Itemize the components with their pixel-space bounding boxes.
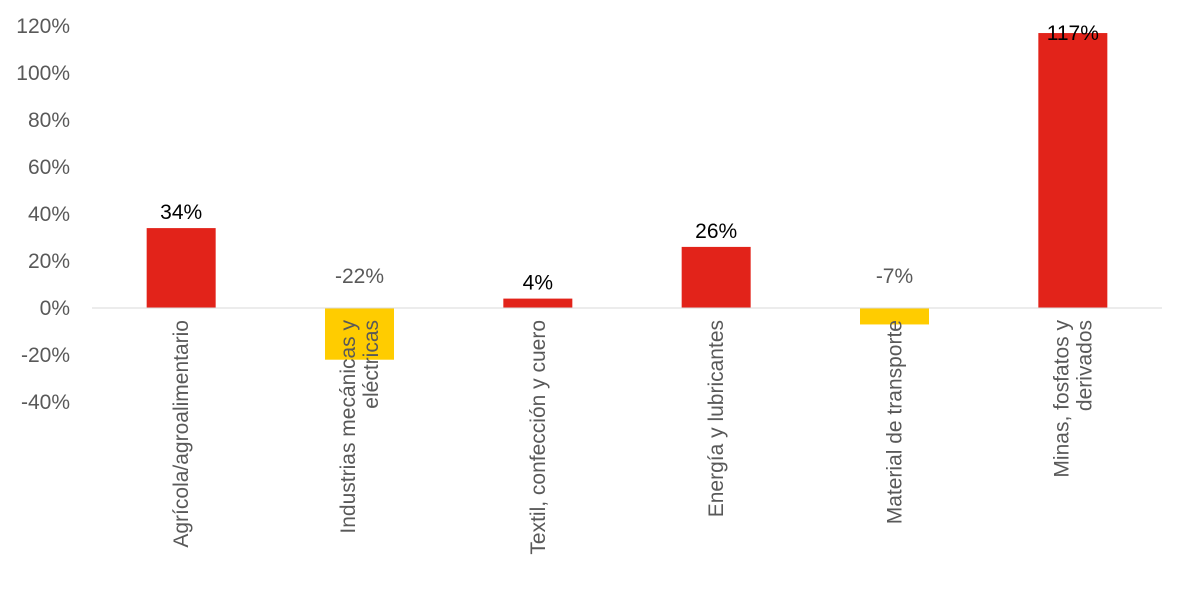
bar <box>681 246 751 308</box>
x-tick-label: Minas, fosfatos y derivados <box>1050 320 1096 478</box>
x-tick-label-line: Industrias mecánicas y <box>337 320 360 534</box>
y-tick-label: 60% <box>28 156 70 179</box>
bars <box>146 33 1108 360</box>
data-label: 117% <box>1047 22 1099 45</box>
y-tick-label: 80% <box>28 109 70 132</box>
y-tick-label: 0% <box>40 297 70 320</box>
x-tick-label-line: Agrícola/agroalimentario <box>170 320 193 548</box>
data-label: 26% <box>695 220 737 243</box>
y-tick-label: 20% <box>28 250 70 273</box>
x-axis: Agrícola/agroalimentario Industrias mecán… <box>170 320 1096 555</box>
data-label: 4% <box>523 272 553 295</box>
x-tick-label: Industrias mecánicas y eléctricas <box>337 320 383 534</box>
x-tick-label: Energía y lubricantes <box>705 320 728 517</box>
x-tick-label-line: derivados <box>1073 320 1096 411</box>
x-tick-label-line: Material de transporte <box>884 320 907 524</box>
y-tick-label: 100% <box>16 62 70 85</box>
bar <box>503 298 573 308</box>
data-label: -7% <box>876 265 913 288</box>
x-tick-label-line: Minas, fosfatos y <box>1050 320 1073 478</box>
y-tick-label: 120% <box>16 15 70 38</box>
y-axis: -40% -20% 0% 20% 40% 60% 80% 100% 120% <box>16 15 70 414</box>
y-tick-label: -20% <box>21 344 70 367</box>
x-tick-label: Agrícola/agroalimentario <box>170 320 193 548</box>
bar <box>1038 33 1108 309</box>
data-label: 34% <box>160 201 202 224</box>
x-tick-label-line: eléctricas <box>360 320 383 409</box>
bar <box>860 308 929 325</box>
bar <box>146 228 216 308</box>
y-tick-label: 40% <box>28 203 70 226</box>
x-tick-label-line: Textil, confección y cuero <box>527 320 550 555</box>
data-labels: 34% -22% 4% 26% -7% 117% <box>160 22 1099 295</box>
y-tick-label: -40% <box>21 391 70 414</box>
bar <box>325 308 394 360</box>
data-label: -22% <box>335 265 384 288</box>
x-tick-label: Textil, confección y cuero <box>527 320 550 555</box>
x-tick-label: Material de transporte <box>884 320 907 524</box>
x-tick-label-line: Energía y lubricantes <box>705 320 728 517</box>
